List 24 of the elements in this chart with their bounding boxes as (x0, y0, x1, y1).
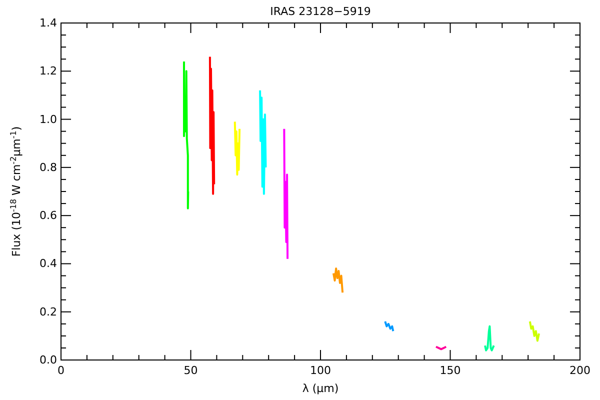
x-tick-label: 200 (570, 364, 590, 377)
line-series (208, 56, 216, 195)
line-series (234, 120, 241, 176)
x-tick-label: 100 (310, 364, 331, 377)
y-tick-label: 1.0 (40, 112, 57, 126)
line-series (259, 89, 267, 195)
y-tick-label: 0.4 (40, 257, 57, 270)
line-series (528, 320, 540, 342)
y-tick-label: 1.4 (40, 16, 57, 30)
y-tick-label: 0.8 (40, 160, 57, 174)
x-axis-title: λ (μm) (302, 382, 339, 395)
chart-title: IRAS 23128−5919 (270, 5, 371, 18)
y-tick-label: 0.0 (40, 354, 57, 367)
line-series (283, 128, 289, 260)
x-tick-label: 50 (184, 364, 198, 377)
x-tick-label: 150 (440, 364, 461, 377)
y-tick-label: 1.2 (40, 64, 57, 78)
line-series (183, 60, 190, 210)
y-tick-label: 0.6 (40, 209, 57, 222)
line-series (384, 320, 394, 332)
y-tick-label: 0.2 (40, 305, 57, 318)
line-series (332, 268, 344, 294)
x-tick-label: 0 (58, 364, 64, 377)
line-series (484, 325, 495, 352)
